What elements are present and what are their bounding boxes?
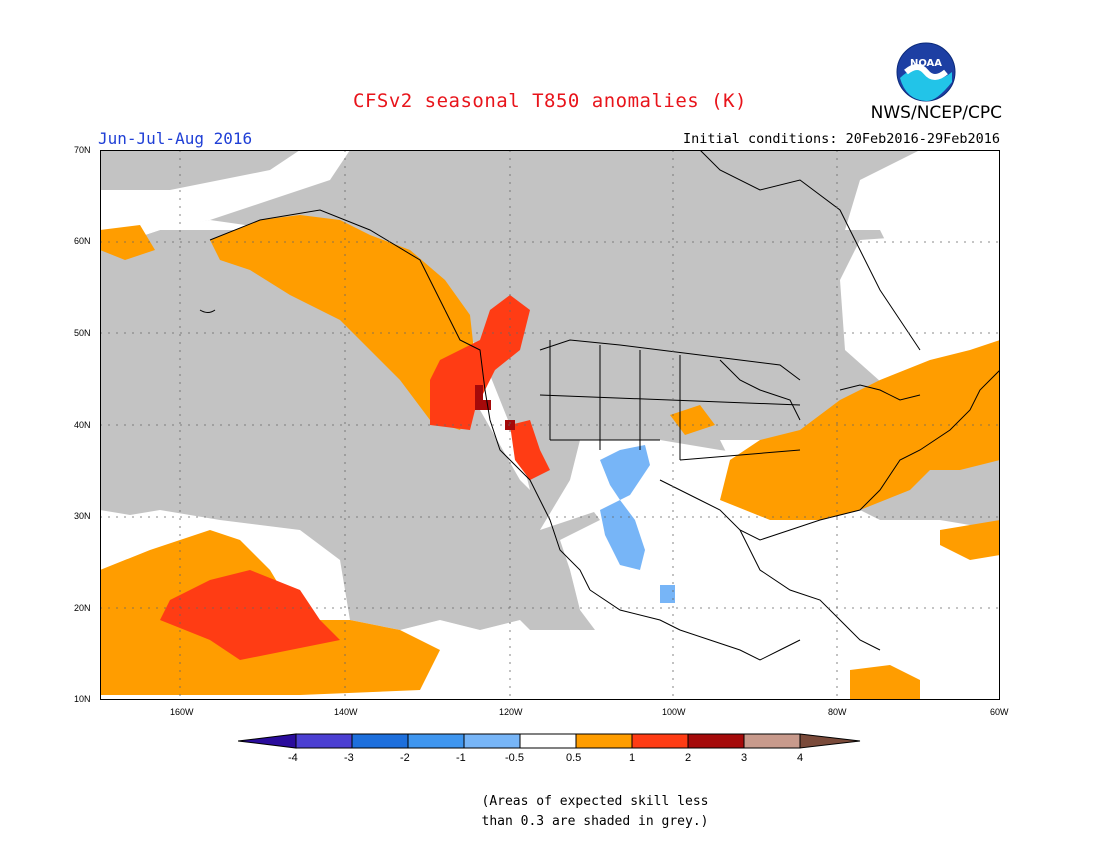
legend-swatch xyxy=(238,733,297,749)
legend-label: 0.5 xyxy=(566,752,582,764)
season-label: Jun-Jul-Aug 2016 xyxy=(98,129,253,148)
skill-note-line1: (Areas of expected skill less xyxy=(481,794,709,809)
legend-swatch xyxy=(631,733,689,749)
colorbar-legend xyxy=(238,733,861,749)
legend-swatch xyxy=(799,733,861,749)
chart-title: CFSv2 seasonal T850 anomalies (K) xyxy=(353,90,747,112)
legend-swatch xyxy=(575,733,633,749)
lat-label: 20N xyxy=(74,603,91,613)
legend-swatch xyxy=(519,733,577,749)
legend-label: -2 xyxy=(400,752,410,764)
anomaly-map xyxy=(100,150,1000,700)
agency-label: NWS/NCEP/CPC xyxy=(870,103,1002,123)
lon-label: 140W xyxy=(334,707,358,717)
lon-label: 60W xyxy=(990,707,1009,717)
lat-label: 70N xyxy=(74,145,91,155)
lon-label: 80W xyxy=(828,707,847,717)
initial-conditions-label: Initial conditions: 20Feb2016-29Feb2016 xyxy=(683,131,1000,147)
legend-swatch xyxy=(295,733,353,749)
coastlines xyxy=(199,150,1000,661)
legend-label: 3 xyxy=(741,752,748,764)
lon-label: 100W xyxy=(662,707,686,717)
legend-label: -1 xyxy=(456,752,466,764)
anomaly-orange-regions xyxy=(100,215,1000,700)
legend-label: 4 xyxy=(797,752,804,764)
legend-label: -3 xyxy=(344,752,354,764)
logo-text: NOAA xyxy=(910,58,942,69)
legend-label: -0.5 xyxy=(505,752,524,764)
lon-label: 160W xyxy=(170,707,194,717)
graticule xyxy=(100,150,1000,700)
lon-label: 120W xyxy=(499,707,523,717)
skill-note-line2: than 0.3 are shaded in grey.) xyxy=(481,814,709,829)
lat-label: 40N xyxy=(74,420,91,430)
lat-label: 10N xyxy=(74,694,91,704)
legend-swatch xyxy=(463,733,521,749)
legend-label: 2 xyxy=(685,752,692,764)
skill-note: (Areas of expected skill less than 0.3 a… xyxy=(0,792,1100,832)
noaa-logo: NOAA xyxy=(896,42,956,102)
legend-label: -4 xyxy=(288,752,298,764)
legend-swatch xyxy=(351,733,409,749)
legend-swatch xyxy=(687,733,745,749)
lat-label: 30N xyxy=(74,511,91,521)
lat-label: 50N xyxy=(74,328,91,338)
anomaly-red-regions xyxy=(160,295,550,660)
legend-swatch xyxy=(407,733,465,749)
legend-label: 1 xyxy=(629,752,636,764)
anomaly-blue-regions xyxy=(600,445,675,603)
legend-swatch xyxy=(743,733,801,749)
lat-label: 60N xyxy=(74,236,91,246)
